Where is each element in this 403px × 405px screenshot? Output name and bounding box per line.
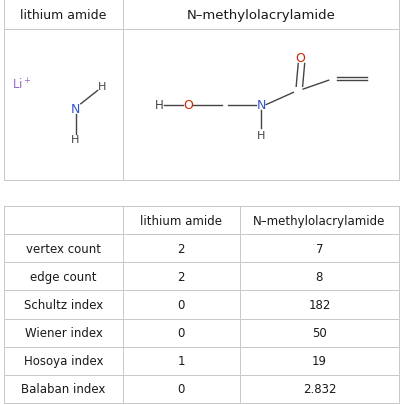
Text: N: N xyxy=(256,99,266,112)
Text: 2.832: 2.832 xyxy=(303,382,336,395)
Text: O: O xyxy=(295,52,305,65)
Text: 50: 50 xyxy=(312,326,327,339)
Text: Li$^+$: Li$^+$ xyxy=(12,77,31,93)
Text: lithium amide: lithium amide xyxy=(140,214,222,227)
Text: Schultz index: Schultz index xyxy=(24,298,103,311)
Text: vertex count: vertex count xyxy=(26,242,101,255)
Text: Balaban index: Balaban index xyxy=(21,382,106,395)
Text: Hosoya index: Hosoya index xyxy=(24,354,103,367)
Text: H: H xyxy=(154,99,163,112)
Text: 0: 0 xyxy=(178,326,185,339)
Text: N–methylolacrylamide: N–methylolacrylamide xyxy=(187,9,335,22)
Bar xyxy=(4,207,399,403)
Text: 19: 19 xyxy=(312,354,327,367)
Text: H: H xyxy=(71,135,80,145)
Text: O: O xyxy=(183,99,193,112)
Text: 8: 8 xyxy=(316,270,323,283)
Text: 0: 0 xyxy=(178,298,185,311)
Text: lithium amide: lithium amide xyxy=(20,9,107,22)
Text: N: N xyxy=(71,103,80,116)
Text: edge count: edge count xyxy=(30,270,97,283)
Text: 0: 0 xyxy=(178,382,185,395)
Text: 2: 2 xyxy=(178,242,185,255)
Bar xyxy=(4,0,399,180)
Text: 1: 1 xyxy=(178,354,185,367)
Text: Wiener index: Wiener index xyxy=(25,326,102,339)
Text: 182: 182 xyxy=(308,298,330,311)
Text: N–methylolacrylamide: N–methylolacrylamide xyxy=(253,214,386,227)
Text: H: H xyxy=(98,82,106,92)
Text: 2: 2 xyxy=(178,270,185,283)
Text: 7: 7 xyxy=(316,242,323,255)
Text: H: H xyxy=(257,131,265,141)
